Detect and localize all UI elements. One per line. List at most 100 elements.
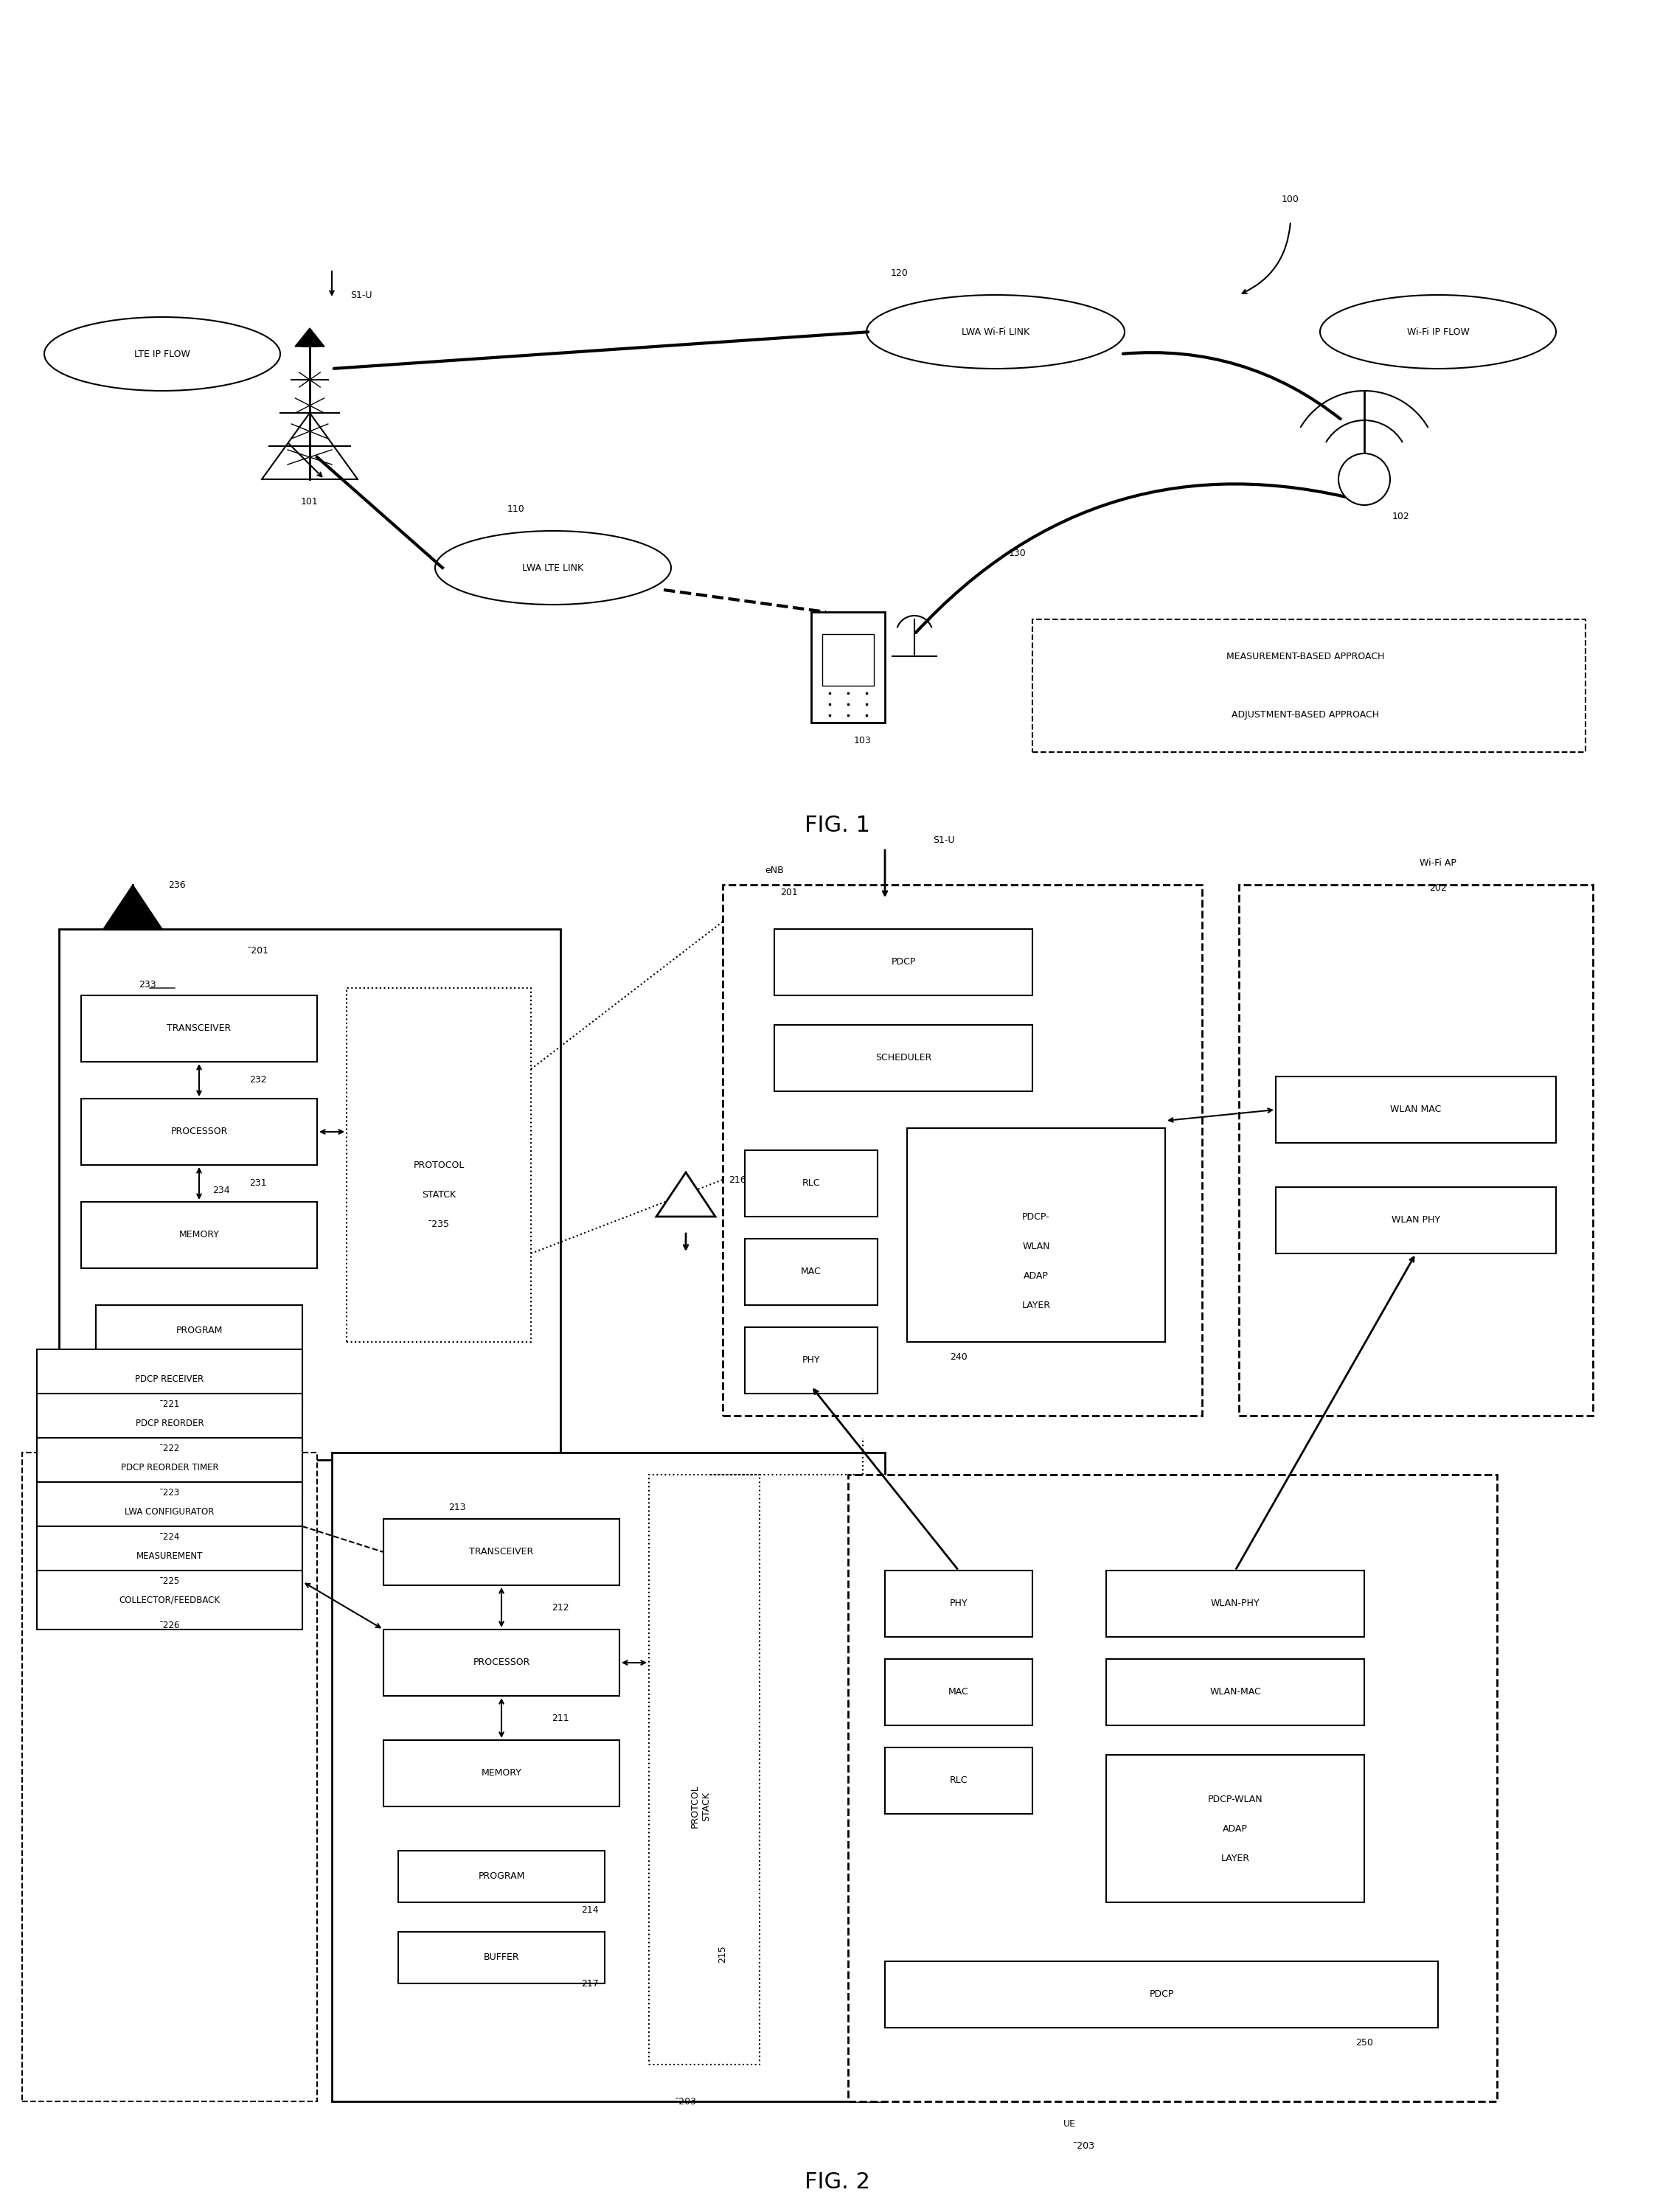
Text: 110: 110 [507,504,526,513]
Text: PROCESSOR: PROCESSOR [171,1128,228,1137]
Text: RLC: RLC [949,1776,968,1785]
Text: ADJUSTMENT-BASED APPROACH: ADJUSTMENT-BASED APPROACH [1232,710,1379,721]
Text: WLAN MAC: WLAN MAC [1391,1106,1441,1115]
FancyBboxPatch shape [37,1438,303,1498]
Text: 234: 234 [213,1186,229,1194]
Text: 215: 215 [718,1944,728,1962]
FancyBboxPatch shape [1239,885,1594,1416]
Text: ¯203: ¯203 [675,2097,696,2106]
Text: 216: 216 [728,1175,747,1186]
Text: MEMORY: MEMORY [179,1230,219,1239]
Text: PDCP REORDER TIMER: PDCP REORDER TIMER [121,1462,219,1473]
Text: 103: 103 [854,737,872,745]
Text: ¯235: ¯235 [429,1219,450,1230]
FancyBboxPatch shape [886,1571,1033,1637]
FancyBboxPatch shape [1276,1077,1557,1144]
FancyBboxPatch shape [745,1327,877,1394]
Text: 214: 214 [581,1905,599,1916]
Circle shape [1339,453,1389,504]
Text: ADAP: ADAP [1222,1823,1247,1834]
FancyBboxPatch shape [775,929,1033,995]
Text: S1-U: S1-U [932,836,954,845]
FancyBboxPatch shape [37,1394,303,1453]
FancyBboxPatch shape [745,1150,877,1217]
FancyBboxPatch shape [1107,1754,1364,1902]
FancyBboxPatch shape [80,995,316,1062]
FancyBboxPatch shape [723,885,1202,1416]
FancyBboxPatch shape [775,1024,1033,1091]
FancyBboxPatch shape [398,1931,604,1984]
Text: 213: 213 [449,1504,465,1513]
Text: ¯201: ¯201 [248,947,270,956]
FancyBboxPatch shape [1107,1571,1364,1637]
FancyBboxPatch shape [383,1520,619,1586]
Text: PROCESSOR: PROCESSOR [474,1659,531,1668]
FancyBboxPatch shape [849,1475,1497,2101]
Text: eNB: eNB [765,865,783,876]
Text: 233: 233 [139,980,156,989]
Text: PDCP: PDCP [891,958,916,967]
FancyBboxPatch shape [1276,1188,1557,1254]
Text: LTE IP FLOW: LTE IP FLOW [134,349,191,358]
Text: ¯224: ¯224 [159,1533,181,1542]
Ellipse shape [867,294,1125,369]
FancyBboxPatch shape [331,1453,886,2101]
Ellipse shape [1321,294,1557,369]
Text: ¯222: ¯222 [159,1444,181,1453]
Text: PDCP-WLAN: PDCP-WLAN [1207,1794,1262,1805]
Text: ¯226: ¯226 [159,1621,181,1630]
Text: 232: 232 [249,1075,266,1086]
Text: FIG. 1: FIG. 1 [804,816,870,836]
FancyBboxPatch shape [812,613,886,723]
Text: ¯203: ¯203 [1073,2141,1095,2150]
FancyBboxPatch shape [95,1305,303,1356]
FancyBboxPatch shape [383,1741,619,1807]
Text: LWA Wi-Fi LINK: LWA Wi-Fi LINK [961,327,1030,336]
Text: S1-U: S1-U [350,290,372,301]
Text: MEASUREMENT: MEASUREMENT [136,1551,203,1562]
Text: SCHEDULER: SCHEDULER [876,1053,931,1064]
Text: PDCP REORDER: PDCP REORDER [136,1418,204,1429]
Text: ¯221: ¯221 [159,1400,181,1409]
Text: 212: 212 [552,1601,569,1613]
FancyBboxPatch shape [22,1453,316,2101]
Text: MAC: MAC [800,1267,822,1276]
FancyBboxPatch shape [398,1851,604,1902]
Text: TRANSCEIVER: TRANSCEIVER [167,1024,231,1033]
FancyBboxPatch shape [886,1747,1033,1814]
Text: RLC: RLC [802,1179,820,1188]
Text: PDCP: PDCP [1148,1991,1173,2000]
Text: LAYER: LAYER [1021,1301,1051,1310]
FancyBboxPatch shape [1033,619,1585,752]
Text: PROTOCOL: PROTOCOL [413,1159,464,1170]
Text: WLAN PHY: WLAN PHY [1391,1217,1440,1225]
Text: 202: 202 [1430,883,1446,894]
Polygon shape [295,327,325,347]
FancyBboxPatch shape [37,1482,303,1542]
Text: STATCK: STATCK [422,1190,455,1199]
Text: PDCP RECEIVER: PDCP RECEIVER [136,1374,204,1385]
Text: WLAN: WLAN [1023,1241,1050,1252]
Text: PROTCOL
STACK: PROTCOL STACK [690,1785,711,1827]
FancyBboxPatch shape [347,989,531,1343]
FancyBboxPatch shape [59,929,561,1460]
Text: MAC: MAC [949,1688,969,1697]
Text: PDCP-: PDCP- [1023,1212,1050,1221]
Text: FIG. 2: FIG. 2 [804,2172,870,2194]
Text: WLAN-PHY: WLAN-PHY [1210,1599,1261,1608]
FancyBboxPatch shape [745,1239,877,1305]
FancyBboxPatch shape [80,1201,316,1267]
Text: BUFFER: BUFFER [484,1953,519,1962]
FancyBboxPatch shape [822,635,874,686]
Text: COLLECTOR/FEEDBACK: COLLECTOR/FEEDBACK [119,1595,219,1606]
FancyBboxPatch shape [80,1099,316,1166]
FancyBboxPatch shape [37,1571,303,1630]
Text: 102: 102 [1393,511,1410,522]
Text: 250: 250 [1356,2037,1373,2048]
FancyBboxPatch shape [886,1659,1033,1725]
Polygon shape [104,885,162,929]
Text: 120: 120 [891,268,909,279]
Text: ADAP: ADAP [1023,1270,1048,1281]
Text: MEMORY: MEMORY [480,1770,522,1778]
Ellipse shape [435,531,671,604]
